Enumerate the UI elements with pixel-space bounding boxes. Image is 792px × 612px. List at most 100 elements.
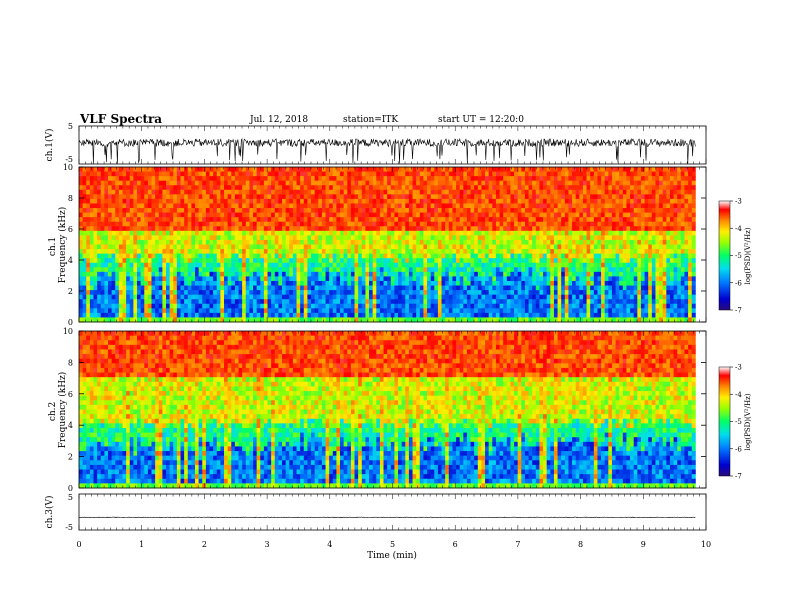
heatmap-cell <box>311 217 316 223</box>
heatmap-cell <box>347 185 352 191</box>
heatmap-cell <box>213 299 218 305</box>
heatmap-cell <box>213 176 218 182</box>
heatmap-cell <box>340 198 345 204</box>
heatmap-cell <box>184 221 189 227</box>
heatmap-cell <box>260 180 265 186</box>
heatmap-cell <box>289 226 294 232</box>
heatmap-cell <box>86 194 91 200</box>
heatmap-cell <box>321 167 326 172</box>
heatmap-cell <box>213 253 218 259</box>
heatmap-cell <box>590 317 595 323</box>
heatmap-cell <box>108 180 113 186</box>
heatmap-cell <box>463 299 468 305</box>
heatmap-cell <box>412 285 417 291</box>
heatmap-cell <box>593 189 598 195</box>
heatmap-cell <box>495 294 500 300</box>
heatmap-cell <box>133 171 138 177</box>
heatmap-cell <box>311 239 316 245</box>
heatmap-cell <box>390 221 395 227</box>
heatmap-cell <box>390 262 395 268</box>
heatmap-cell <box>394 167 399 172</box>
heatmap-cell <box>93 299 98 305</box>
heatmap-cell <box>492 299 497 305</box>
heatmap-cell <box>285 244 290 250</box>
heatmap-cell <box>216 317 221 323</box>
heatmap-cell <box>158 271 163 277</box>
heatmap-cell <box>539 212 544 218</box>
heatmap-cell <box>590 176 595 182</box>
heatmap-cell <box>379 230 384 236</box>
heatmap-cell <box>379 253 384 259</box>
heatmap-cell <box>158 230 163 236</box>
heatmap-cell <box>586 280 591 286</box>
heatmap-cell <box>296 194 301 200</box>
heatmap-cell <box>488 308 493 314</box>
heatmap-cell <box>506 249 511 255</box>
heatmap-cell <box>524 276 529 282</box>
heatmap-cell <box>104 258 109 264</box>
heatmap-cell <box>495 303 500 309</box>
heatmap-cell <box>274 303 279 309</box>
heatmap-cell <box>488 312 493 318</box>
heatmap-cell <box>550 299 555 305</box>
heatmap-cell <box>408 253 413 259</box>
heatmap-cell <box>452 226 457 232</box>
heatmap-cell <box>506 253 511 259</box>
heatmap-cell <box>586 208 591 213</box>
heatmap-cell <box>517 303 522 309</box>
heatmap-cell <box>202 208 207 213</box>
heatmap-cell <box>452 239 457 245</box>
heatmap-cell <box>292 226 297 232</box>
heatmap-cell <box>126 303 131 309</box>
heatmap-cell <box>166 285 171 291</box>
heatmap-cell <box>517 258 522 264</box>
heatmap-cell <box>108 267 113 273</box>
heatmap-cell <box>459 221 464 227</box>
heatmap-cell <box>604 171 609 177</box>
heatmap-cell <box>434 262 439 268</box>
heatmap-cell <box>195 253 200 259</box>
heatmap-cell <box>593 280 598 286</box>
heatmap-cell <box>140 299 145 305</box>
heatmap-cell <box>485 317 490 323</box>
heatmap-cell <box>289 176 294 182</box>
heatmap-cell <box>100 171 105 177</box>
heatmap-cell <box>271 217 276 223</box>
heatmap-cell <box>303 308 308 314</box>
heatmap-cell <box>79 235 84 241</box>
heatmap-cell <box>553 176 558 182</box>
heatmap-cell <box>361 258 366 264</box>
heatmap-cell <box>147 194 152 200</box>
heatmap-cell <box>398 167 403 172</box>
heatmap-cell <box>176 185 181 191</box>
heatmap-cell <box>383 258 388 264</box>
heatmap-cell <box>474 217 479 223</box>
heatmap-cell <box>93 290 98 296</box>
heatmap-cell <box>427 189 432 195</box>
heatmap-cell <box>118 317 123 323</box>
heatmap-cell <box>546 167 551 172</box>
heatmap-cell <box>198 280 203 286</box>
heatmap-cell <box>253 208 258 213</box>
heatmap-cell <box>546 308 551 314</box>
heatmap-cell <box>158 167 163 172</box>
heatmap-cell <box>343 208 348 213</box>
heatmap-cell <box>100 312 105 318</box>
heatmap-cell <box>514 294 519 300</box>
heatmap-cell <box>300 203 305 209</box>
heatmap-cell <box>238 208 243 213</box>
heatmap-cell <box>510 203 515 209</box>
heatmap-cell <box>263 280 268 286</box>
heatmap-cell <box>372 317 377 323</box>
heatmap-cell <box>311 235 316 241</box>
heatmap-cell <box>263 239 268 245</box>
heatmap-cell <box>289 198 294 204</box>
heatmap-cell <box>579 249 584 255</box>
heatmap-cell <box>521 217 526 223</box>
heatmap-cell <box>365 180 370 186</box>
heatmap-cell <box>97 290 102 296</box>
heatmap-cell <box>321 189 326 195</box>
heatmap-cell <box>93 280 98 286</box>
heatmap-cell <box>93 312 98 318</box>
heatmap-cell <box>137 194 142 200</box>
